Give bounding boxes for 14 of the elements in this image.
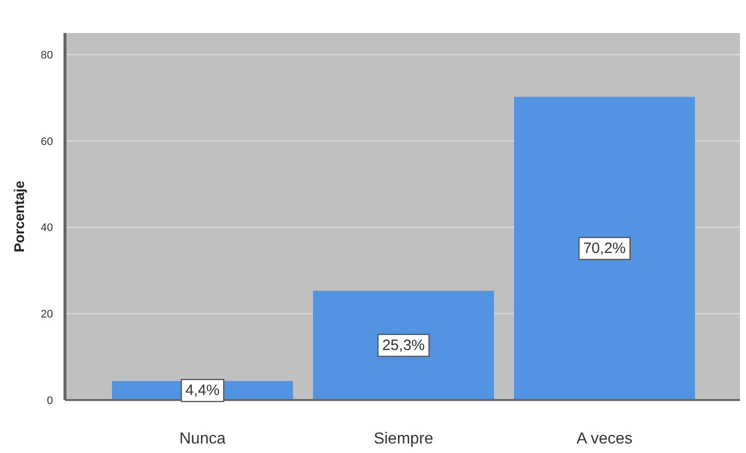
bar	[514, 96, 695, 400]
data-label: 25,3%	[382, 336, 425, 354]
x-tick-label: Nunca	[179, 430, 226, 448]
x-tick-label: A veces	[576, 430, 633, 448]
bar	[313, 290, 494, 400]
x-tick-label: Siempre	[374, 430, 434, 448]
y-axis-title: Porcentaje	[10, 180, 27, 252]
y-tick-label: 0	[46, 394, 53, 407]
y-tick-label: 40	[40, 222, 53, 234]
y-tick-label: 20	[40, 308, 53, 321]
y-tick-label: 80	[40, 49, 53, 62]
data-label: 70,2%	[583, 240, 626, 257]
y-tick-label: 60	[40, 136, 53, 148]
data-label: 4,4%	[185, 382, 220, 399]
